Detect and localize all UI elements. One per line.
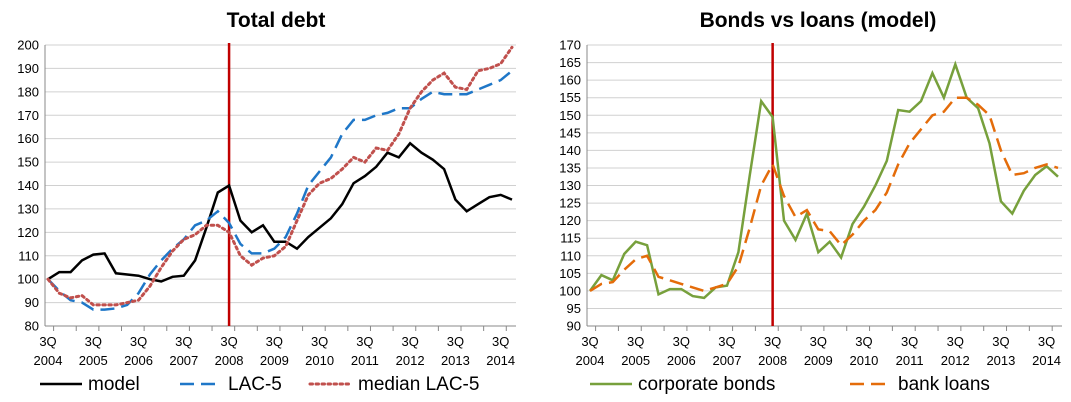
x-tick-label: 3Q 2011 — [351, 334, 379, 368]
x-tick-label: 3Q 2011 — [896, 334, 924, 368]
legend-label: median LAC-5 — [358, 374, 479, 395]
y-tick-label: 90 — [25, 295, 39, 310]
y-tick-label: 150 — [17, 155, 39, 170]
x-tick-label: 3Q 2004 — [576, 334, 605, 368]
y-tick-label: 170 — [559, 38, 581, 53]
y-tick-label: 105 — [559, 266, 581, 281]
y-tick-label: 180 — [17, 84, 39, 99]
x-tick-label: 3Q 2014 — [486, 334, 515, 368]
y-tick-label: 110 — [18, 248, 39, 263]
y-tick-label: 120 — [559, 213, 581, 228]
y-tick-label: 200 — [17, 38, 39, 53]
series-line — [47, 141, 513, 283]
y-tick-label: 165 — [559, 55, 581, 70]
x-tick-label: 3Q 2012 — [941, 334, 970, 368]
y-tick-label: 100 — [559, 283, 581, 298]
y-tick-label: 145 — [559, 125, 581, 140]
y-tick-label: 140 — [17, 178, 39, 193]
y-tick-label: 115 — [560, 231, 581, 246]
y-tick-label: 80 — [25, 319, 39, 334]
y-tick-label: 110 — [560, 248, 581, 263]
x-tick-label: 3Q 2009 — [804, 334, 833, 368]
chart-title: Bonds vs loans (model) — [700, 9, 937, 32]
y-tick-label: 125 — [559, 196, 581, 211]
y-tick-label: 135 — [559, 160, 581, 175]
y-tick-label: 90 — [567, 319, 581, 334]
y-tick-label: 140 — [559, 143, 581, 158]
chart-title: Total debt — [227, 9, 326, 32]
y-tick-label: 95 — [567, 301, 581, 316]
y-tick-label: 130 — [559, 178, 581, 193]
x-tick-label: 3Q 2010 — [849, 334, 878, 368]
series-line — [47, 69, 513, 311]
x-tick-label: 3Q 2007 — [169, 334, 198, 368]
legend-label: bank loans — [898, 374, 990, 395]
x-tick-label: 3Q 2008 — [215, 334, 244, 368]
x-tick-label: 3Q 2005 — [79, 334, 108, 368]
y-tick-label: 120 — [17, 225, 39, 240]
x-tick-label: 3Q 2014 — [1032, 334, 1061, 368]
x-tick-label: 3Q 2005 — [621, 334, 650, 368]
series-line — [589, 96, 1059, 293]
x-tick-label: 3Q 2007 — [713, 334, 742, 368]
y-tick-label: 100 — [17, 272, 39, 287]
y-tick-label: 155 — [559, 90, 581, 105]
x-tick-label: 3Q 2010 — [305, 334, 334, 368]
y-tick-label: 130 — [17, 201, 39, 216]
series-line — [46, 45, 514, 307]
series-line — [588, 60, 1059, 300]
x-tick-label: 3Q 2006 — [667, 334, 696, 368]
x-tick-label: 3Q 2013 — [441, 334, 470, 368]
x-tick-label: 3Q 2008 — [758, 334, 787, 368]
y-tick-label: 160 — [559, 73, 581, 88]
x-tick-label: 3Q 2006 — [124, 334, 153, 368]
legend-label: model — [88, 374, 140, 395]
x-tick-label: 3Q 2013 — [986, 334, 1015, 368]
legend-label: corporate bonds — [638, 374, 775, 395]
y-tick-label: 160 — [17, 131, 39, 146]
legend-label: LAC-5 — [228, 374, 282, 395]
x-tick-label: 3Q 2012 — [396, 334, 425, 368]
x-tick-label: 3Q 2009 — [260, 334, 289, 368]
y-tick-label: 190 — [17, 61, 39, 76]
x-tick-label: 3Q 2004 — [34, 334, 63, 368]
y-tick-label: 170 — [17, 108, 39, 123]
y-tick-label: 150 — [559, 108, 581, 123]
